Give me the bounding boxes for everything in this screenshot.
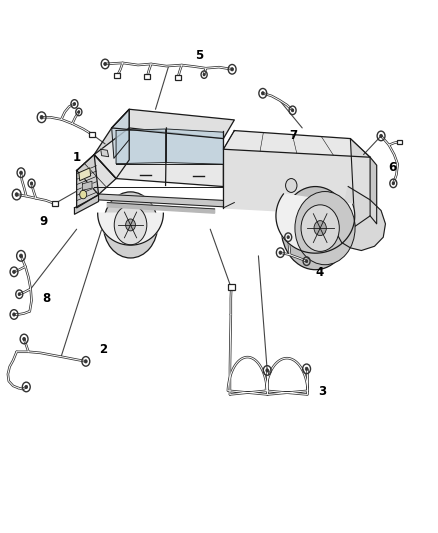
Bar (89, 132, 95, 137)
Circle shape (261, 92, 264, 95)
Bar (228, 284, 235, 289)
Polygon shape (350, 139, 370, 227)
Circle shape (40, 115, 43, 119)
Polygon shape (74, 195, 99, 214)
Circle shape (23, 337, 25, 341)
Text: 2: 2 (99, 343, 107, 356)
Circle shape (305, 367, 308, 370)
Bar (397, 140, 402, 144)
Circle shape (203, 74, 205, 76)
Text: 6: 6 (388, 161, 396, 174)
Circle shape (78, 111, 80, 113)
Circle shape (15, 192, 18, 197)
Polygon shape (112, 109, 129, 158)
Circle shape (103, 192, 158, 258)
Circle shape (295, 191, 355, 265)
Circle shape (73, 102, 76, 106)
Polygon shape (94, 128, 223, 187)
Bar (114, 74, 120, 78)
Polygon shape (116, 129, 166, 164)
Circle shape (314, 221, 326, 236)
Circle shape (104, 62, 106, 66)
Circle shape (305, 260, 308, 263)
Polygon shape (79, 168, 91, 181)
Polygon shape (82, 181, 92, 190)
Text: 8: 8 (42, 292, 50, 305)
Circle shape (25, 385, 28, 389)
Text: 1: 1 (73, 151, 81, 164)
Circle shape (286, 179, 297, 192)
Polygon shape (98, 213, 163, 245)
Text: 4: 4 (316, 266, 324, 279)
Polygon shape (370, 157, 377, 224)
Text: 7: 7 (290, 130, 297, 142)
Circle shape (380, 134, 382, 138)
Circle shape (13, 270, 15, 273)
Circle shape (281, 187, 350, 270)
Circle shape (266, 369, 268, 372)
Polygon shape (112, 109, 234, 139)
Polygon shape (337, 187, 385, 251)
Circle shape (18, 293, 21, 296)
Circle shape (126, 219, 135, 231)
Text: 9: 9 (40, 215, 48, 228)
Circle shape (20, 171, 22, 174)
Polygon shape (223, 131, 370, 157)
Polygon shape (223, 149, 370, 216)
Polygon shape (107, 203, 215, 213)
Bar (144, 75, 150, 79)
Circle shape (392, 182, 395, 185)
Text: 3: 3 (318, 385, 326, 398)
Bar (175, 76, 181, 80)
Bar (52, 201, 58, 206)
Circle shape (231, 68, 233, 71)
Circle shape (301, 205, 339, 252)
Polygon shape (166, 129, 223, 164)
Polygon shape (99, 194, 223, 207)
Polygon shape (77, 155, 99, 208)
Polygon shape (77, 155, 116, 195)
Polygon shape (94, 109, 129, 179)
Circle shape (13, 313, 15, 316)
Circle shape (114, 205, 147, 245)
Circle shape (19, 254, 23, 257)
Polygon shape (276, 194, 355, 253)
Circle shape (80, 190, 87, 199)
Polygon shape (101, 149, 109, 157)
Circle shape (287, 236, 290, 239)
Circle shape (85, 360, 87, 363)
Circle shape (291, 109, 294, 112)
Circle shape (30, 182, 33, 185)
Circle shape (279, 251, 282, 254)
Text: 5: 5 (195, 50, 203, 62)
